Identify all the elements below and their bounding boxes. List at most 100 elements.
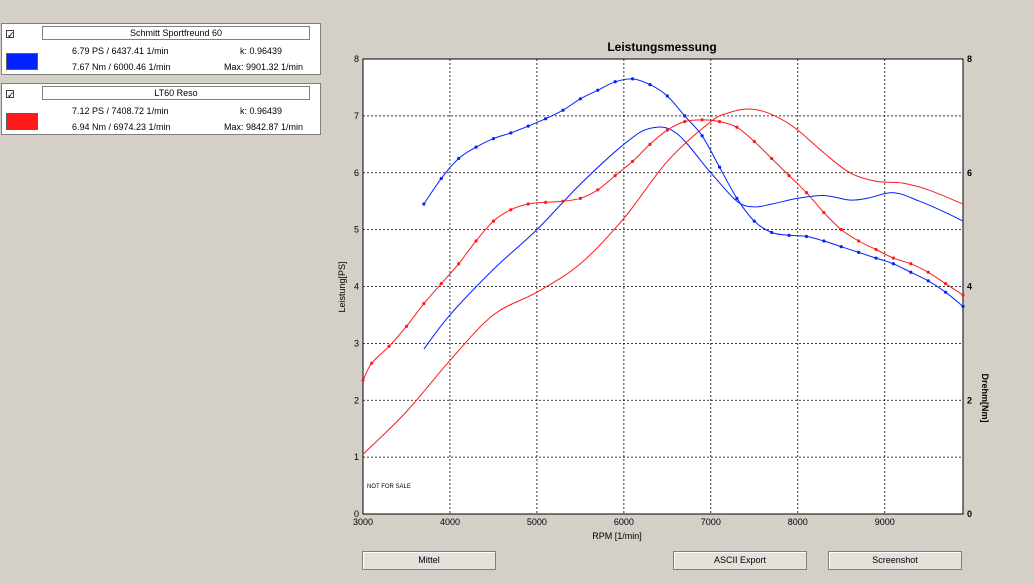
data-point xyxy=(839,228,843,232)
data-point xyxy=(404,324,409,328)
x-tick-label: 8000 xyxy=(788,517,808,527)
data-point xyxy=(787,173,791,178)
x-tick-label: 5000 xyxy=(527,517,547,527)
data-point xyxy=(717,165,722,169)
data-point xyxy=(387,344,391,348)
y-tick-label: 2 xyxy=(354,395,359,405)
y-tick-label: 4 xyxy=(354,282,359,292)
series-2-color-swatch[interactable] xyxy=(6,113,38,130)
data-point xyxy=(961,304,965,309)
data-point xyxy=(561,108,565,112)
x-tick-label: 3000 xyxy=(353,517,373,527)
data-point xyxy=(857,239,861,243)
ascii-export-button[interactable]: ASCII Export xyxy=(673,551,807,570)
data-point xyxy=(613,80,617,84)
data-point xyxy=(630,77,635,81)
y2-tick-label: 8 xyxy=(967,54,972,64)
series-line-0-power xyxy=(423,126,964,350)
y-tick-label: 8 xyxy=(354,54,359,64)
mittel-button[interactable]: Mittel xyxy=(362,551,496,570)
x-tick-label: 4000 xyxy=(440,517,460,527)
data-point xyxy=(770,156,774,161)
series-2-checkbox[interactable]: ✓ xyxy=(6,90,15,100)
data-point xyxy=(648,82,652,87)
data-point xyxy=(700,118,704,122)
y-axis-label: Leistung[PS] xyxy=(337,261,347,312)
series-lines xyxy=(361,77,965,455)
data-point xyxy=(578,97,582,101)
series-line-1-power xyxy=(362,108,964,455)
data-point xyxy=(439,282,443,286)
series-1-k: k: 0.96439 xyxy=(240,46,283,56)
data-point xyxy=(822,210,826,215)
y-tick-label: 6 xyxy=(354,168,359,178)
data-point xyxy=(457,262,461,266)
series-line-3-torque xyxy=(362,119,964,381)
data-point xyxy=(839,245,843,249)
x-tick-label: 9000 xyxy=(875,517,895,527)
data-point xyxy=(491,137,496,141)
data-point xyxy=(474,239,478,243)
y-tick-label: 5 xyxy=(354,225,359,235)
data-point xyxy=(630,159,635,163)
data-point xyxy=(596,88,600,92)
x-axis-label: RPM [1/min] xyxy=(592,531,642,541)
x-tick-label: 6000 xyxy=(614,517,634,527)
y2-tick-label: 4 xyxy=(967,282,972,292)
x-tick-label: 7000 xyxy=(701,517,721,527)
watermark: NOT FOR SALE xyxy=(367,484,411,490)
data-point xyxy=(752,139,756,144)
data-point xyxy=(361,378,365,382)
data-point xyxy=(648,142,652,146)
data-point xyxy=(752,219,756,223)
data-point xyxy=(422,301,426,306)
data-point xyxy=(717,119,722,124)
data-point xyxy=(422,202,426,206)
x-axis-ticks: 3000 4000 5000 6000 7000 8000 9000 xyxy=(353,517,895,527)
data-point xyxy=(787,233,791,237)
screenshot-button[interactable]: Screenshot xyxy=(828,551,962,570)
data-point xyxy=(770,230,774,235)
data-point xyxy=(804,234,809,239)
y-tick-label: 3 xyxy=(354,338,359,348)
y2-axis-ticks: 0 2 4 6 8 xyxy=(967,54,972,519)
data-point xyxy=(857,250,861,254)
data-point xyxy=(474,145,478,149)
data-point xyxy=(578,196,582,200)
data-point xyxy=(735,196,739,200)
data-point xyxy=(665,128,669,132)
y2-tick-label: 0 xyxy=(967,509,972,519)
data-point xyxy=(874,256,878,260)
series-2-name: LT60 Reso xyxy=(42,86,310,100)
data-point xyxy=(944,282,948,286)
y-tick-label: 7 xyxy=(354,111,359,121)
series-2-power: 7.12 PS / 7408.72 1/min xyxy=(72,106,169,116)
data-point xyxy=(509,208,513,212)
data-point xyxy=(683,119,687,124)
y2-tick-label: 6 xyxy=(967,168,972,178)
series-1-name: Schmitt Sportfreund 60 xyxy=(42,26,310,40)
series-1-checkbox[interactable]: ✓ xyxy=(6,30,15,40)
legend-panel-2: ✓ LT60 Reso 7.12 PS / 7408.72 1/min 6.94… xyxy=(1,83,321,135)
y2-axis-label: Drehm[Nm] xyxy=(980,373,990,422)
data-point xyxy=(804,191,809,195)
data-point xyxy=(665,94,669,98)
data-point xyxy=(526,124,530,128)
grid-lines xyxy=(363,59,963,514)
data-point xyxy=(544,117,548,121)
data-point xyxy=(926,279,930,283)
series-1-power: 6.79 PS / 6437.41 1/min xyxy=(72,46,169,56)
series-2-k: k: 0.96439 xyxy=(240,106,283,116)
y2-tick-label: 2 xyxy=(967,395,972,405)
data-point xyxy=(944,290,948,294)
series-1-max: Max: 9901.32 1/min xyxy=(224,62,304,72)
y-tick-label: 0 xyxy=(354,509,359,519)
series-1-color-swatch[interactable] xyxy=(6,53,38,70)
data-point xyxy=(909,270,913,274)
legend-panel-1: ✓ Schmitt Sportfreund 60 6.79 PS / 6437.… xyxy=(1,23,321,75)
data-point xyxy=(909,262,913,266)
series-1-torque: 7.67 Nm / 6000.46 1/min xyxy=(72,62,171,72)
data-point xyxy=(874,247,878,252)
data-point xyxy=(926,270,930,274)
